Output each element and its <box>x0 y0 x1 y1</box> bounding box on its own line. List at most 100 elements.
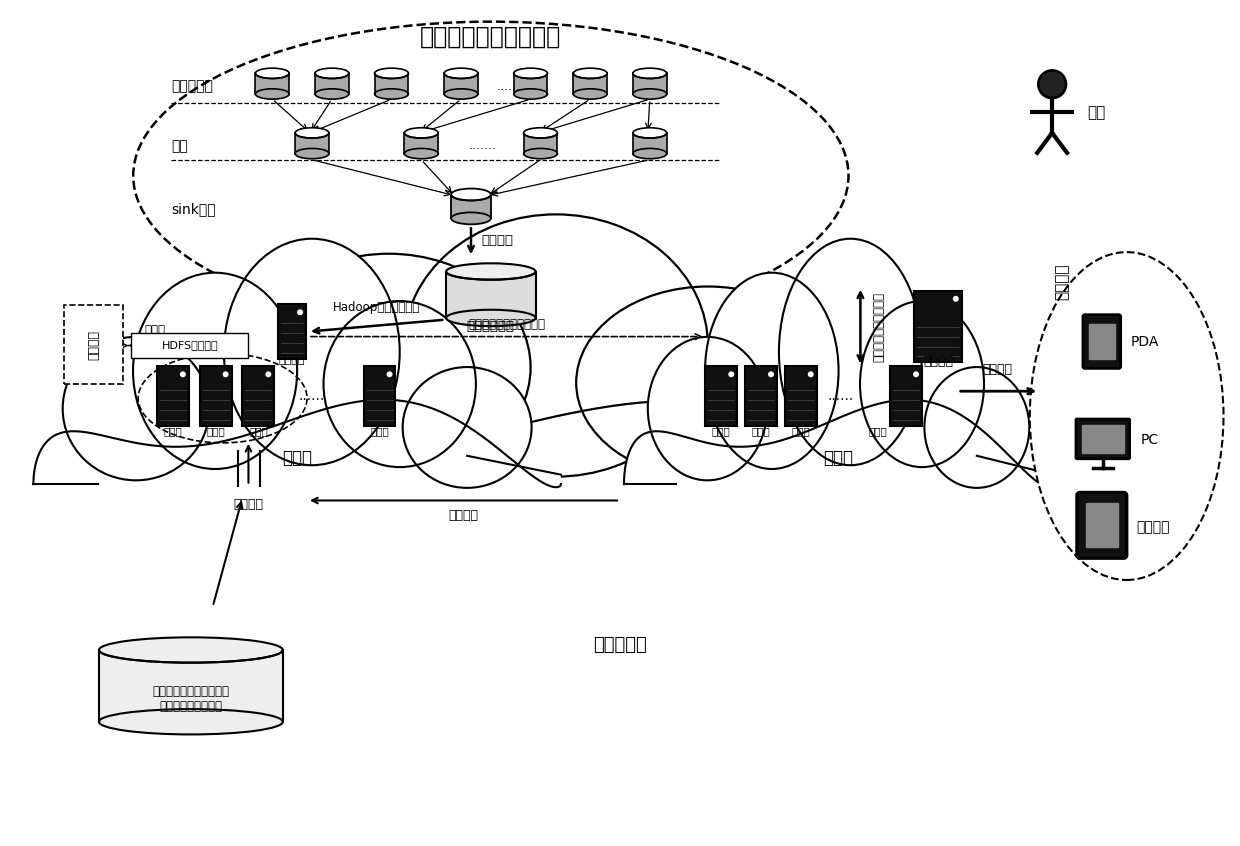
Circle shape <box>728 371 734 377</box>
Ellipse shape <box>255 69 289 79</box>
Bar <box>295 133 329 154</box>
FancyBboxPatch shape <box>890 366 923 426</box>
Text: 服务器: 服务器 <box>712 426 730 436</box>
FancyBboxPatch shape <box>1078 492 1127 558</box>
Bar <box>404 133 438 154</box>
Ellipse shape <box>74 378 987 596</box>
Ellipse shape <box>33 381 560 569</box>
Ellipse shape <box>255 89 289 99</box>
Text: 控制节点: 控制节点 <box>279 355 305 365</box>
Bar <box>513 74 548 94</box>
Bar <box>255 74 289 94</box>
Ellipse shape <box>444 89 477 99</box>
Text: 提取数据: 提取数据 <box>448 509 479 523</box>
Circle shape <box>913 371 919 377</box>
Text: 簇头: 簇头 <box>171 139 187 153</box>
Text: 云数据学习与决策返回: 云数据学习与决策返回 <box>872 292 885 361</box>
FancyBboxPatch shape <box>914 291 962 362</box>
Text: 传入云端: 传入云端 <box>481 233 513 247</box>
Text: PC: PC <box>1141 433 1158 447</box>
Ellipse shape <box>444 69 477 79</box>
Ellipse shape <box>779 239 923 465</box>
Ellipse shape <box>706 272 838 469</box>
FancyBboxPatch shape <box>157 366 188 426</box>
Text: 工业现场数据采集模块: 工业现场数据采集模块 <box>420 25 562 48</box>
FancyBboxPatch shape <box>243 366 274 426</box>
Ellipse shape <box>632 69 667 79</box>
Ellipse shape <box>99 637 283 662</box>
Ellipse shape <box>133 22 848 330</box>
Ellipse shape <box>404 128 438 138</box>
Text: 自体集: 自体集 <box>145 324 166 337</box>
Text: 计算区: 计算区 <box>823 448 853 467</box>
Ellipse shape <box>63 337 210 481</box>
Bar <box>315 74 348 94</box>
Circle shape <box>298 310 303 316</box>
FancyBboxPatch shape <box>278 305 306 359</box>
Ellipse shape <box>513 89 548 99</box>
FancyBboxPatch shape <box>1086 503 1117 547</box>
Text: HDFS文件系统: HDFS文件系统 <box>161 340 218 350</box>
Ellipse shape <box>577 287 839 479</box>
Text: ......: ...... <box>827 389 853 404</box>
FancyBboxPatch shape <box>1083 425 1123 453</box>
Ellipse shape <box>374 89 408 99</box>
Text: 非授权访问、网络入侵、
恶意攻击等非法访问: 非授权访问、网络入侵、 恶意攻击等非法访问 <box>153 685 229 713</box>
Text: 用户交互: 用户交互 <box>982 363 1013 376</box>
Ellipse shape <box>315 69 348 79</box>
Ellipse shape <box>374 69 408 79</box>
Ellipse shape <box>295 128 329 138</box>
Text: 终端用户: 终端用户 <box>1054 264 1070 300</box>
Text: 监测节点: 监测节点 <box>923 355 952 368</box>
Circle shape <box>223 371 228 377</box>
Ellipse shape <box>99 709 283 734</box>
FancyBboxPatch shape <box>363 366 396 426</box>
Ellipse shape <box>632 128 667 138</box>
Text: .......: ....... <box>469 140 497 152</box>
Bar <box>444 74 477 94</box>
Text: 提取要计算数据的自体集: 提取要计算数据的自体集 <box>469 317 546 331</box>
Ellipse shape <box>324 301 476 467</box>
Ellipse shape <box>133 272 298 469</box>
Text: 服务器: 服务器 <box>791 426 810 436</box>
FancyBboxPatch shape <box>200 366 232 426</box>
Circle shape <box>768 371 774 377</box>
Ellipse shape <box>523 128 558 138</box>
Ellipse shape <box>647 337 768 481</box>
Text: PDA: PDA <box>1131 334 1159 349</box>
Circle shape <box>1038 70 1066 98</box>
Text: 云数据中心: 云数据中心 <box>593 635 647 654</box>
FancyBboxPatch shape <box>1089 324 1115 360</box>
Ellipse shape <box>446 310 536 327</box>
Text: 服务器: 服务器 <box>869 426 888 436</box>
Ellipse shape <box>125 328 378 494</box>
Text: .......: ....... <box>497 80 525 93</box>
Ellipse shape <box>315 89 348 99</box>
Text: 服务器: 服务器 <box>249 426 268 436</box>
Ellipse shape <box>513 69 548 79</box>
Bar <box>451 195 491 218</box>
Bar <box>523 133 558 154</box>
Text: 待存储数据包: 待存储数据包 <box>466 320 515 333</box>
Ellipse shape <box>404 214 708 476</box>
Ellipse shape <box>713 363 936 503</box>
FancyBboxPatch shape <box>785 366 817 426</box>
Ellipse shape <box>451 212 491 224</box>
Text: 传感器节点: 传感器节点 <box>171 80 213 93</box>
Ellipse shape <box>632 148 667 159</box>
Ellipse shape <box>247 254 531 481</box>
Ellipse shape <box>523 148 558 159</box>
FancyBboxPatch shape <box>63 305 123 384</box>
Text: 用户: 用户 <box>1087 106 1105 120</box>
Ellipse shape <box>573 69 608 79</box>
FancyBboxPatch shape <box>706 366 738 426</box>
Ellipse shape <box>404 148 438 159</box>
Text: ......: ...... <box>299 389 325 404</box>
Bar <box>99 650 283 722</box>
Text: 非自体集: 非自体集 <box>233 497 263 510</box>
FancyBboxPatch shape <box>1076 419 1130 459</box>
Ellipse shape <box>924 367 1029 488</box>
Ellipse shape <box>861 301 985 467</box>
Ellipse shape <box>632 89 667 99</box>
Ellipse shape <box>446 263 536 280</box>
